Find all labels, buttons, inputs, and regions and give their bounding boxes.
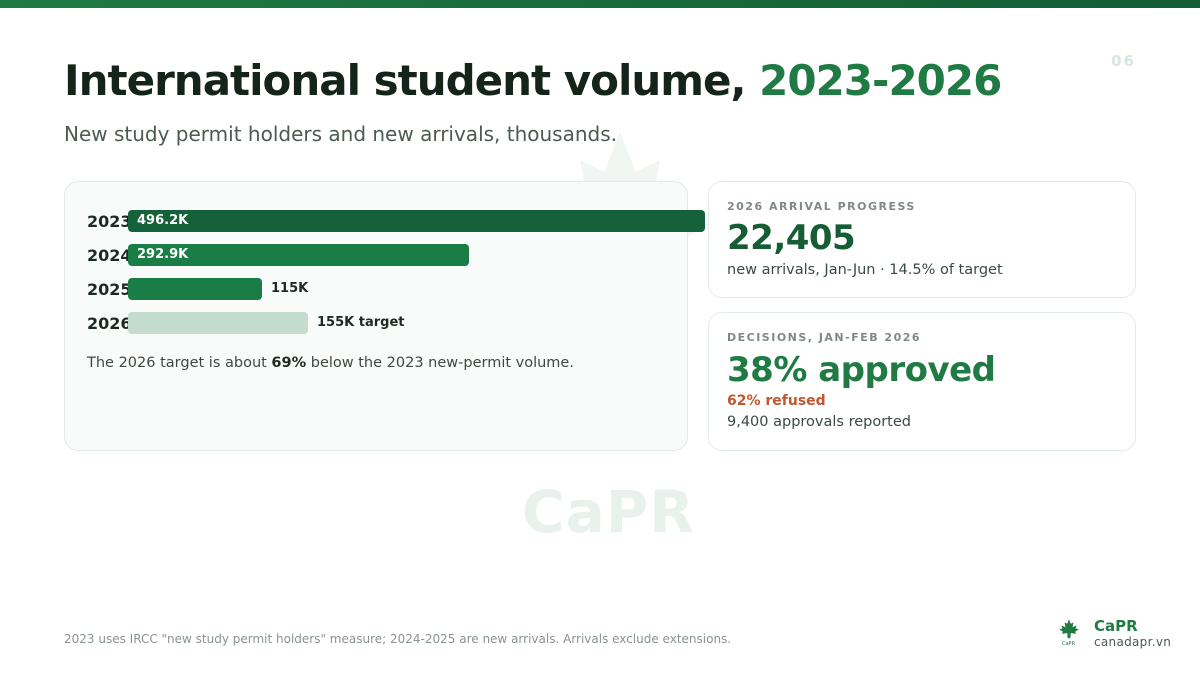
footnote: 2023 uses IRCC "new study permit holders… (64, 632, 732, 646)
approved-rate: 38% approved (727, 350, 996, 390)
arrival-kicker: 2026 ARRIVAL PROGRESS (727, 200, 916, 213)
bar-2024 (128, 244, 469, 266)
bar-value-label: 155K target (317, 315, 405, 330)
logo-tag: CaPR (1062, 641, 1076, 647)
title-main: International student volume, (64, 56, 760, 105)
volume-chart-card: 2023 496.2K 2024 292.9K 2025 115K 2026 155K tar… (64, 181, 705, 451)
page-title: International student volume, 2023-2026 (64, 56, 1002, 105)
bar-value-label: 496.2K (137, 213, 189, 228)
arrival-value: 22,405 (727, 218, 856, 258)
maple-leaf-icon (1059, 619, 1079, 639)
refused-rate: 62% refused (727, 393, 826, 409)
bar-row-2025: 2025 115K (65, 278, 687, 302)
slide-number: 06 (1111, 52, 1136, 70)
title-accent: 2023-2026 (759, 56, 1002, 105)
brand-name: CaPR (1094, 617, 1138, 635)
bar-category-label: 2025 (87, 280, 132, 299)
bar-value-label: 292.9K (137, 247, 189, 262)
bar-row-2024: 2024 292.9K (65, 244, 687, 268)
bar-2025 (128, 278, 262, 300)
decisions-card: DECISIONS, JAN-FEB 2026 38% approved 62%… (708, 312, 1136, 451)
brand-url: canadapr.vn (1094, 635, 1172, 649)
top-accent-bar (0, 0, 1200, 8)
chart-note: The 2026 target is about 69% below the 2… (87, 355, 574, 371)
bar-row-2023: 2023 496.2K (65, 210, 705, 234)
bar-2023 (128, 210, 705, 232)
watermark-text: CaPR (522, 478, 695, 546)
chart-note-after: below the 2023 new-permit volume. (306, 355, 574, 371)
decisions-kicker: DECISIONS, JAN-FEB 2026 (727, 331, 922, 344)
bar-row-2026: 2026 155K target (65, 312, 687, 336)
bar-2026 (128, 312, 308, 334)
approvals-detail: 9,400 approvals reported (727, 414, 911, 430)
bar-category-label: 2026 (87, 314, 132, 333)
page-subtitle: New study permit holders and new arrival… (64, 122, 618, 146)
chart-note-before: The 2026 target is about (87, 355, 272, 371)
chart-note-percent: 69% (271, 355, 307, 371)
bar-category-label: 2024 (87, 246, 132, 265)
bar-value-label: 115K (271, 281, 309, 296)
arrival-progress-card: 2026 ARRIVAL PROGRESS 22,405 new arrival… (708, 181, 1136, 298)
bar-category-label: 2023 (87, 212, 132, 231)
arrival-detail: new arrivals, Jan-Jun · 14.5% of target (727, 262, 1003, 278)
